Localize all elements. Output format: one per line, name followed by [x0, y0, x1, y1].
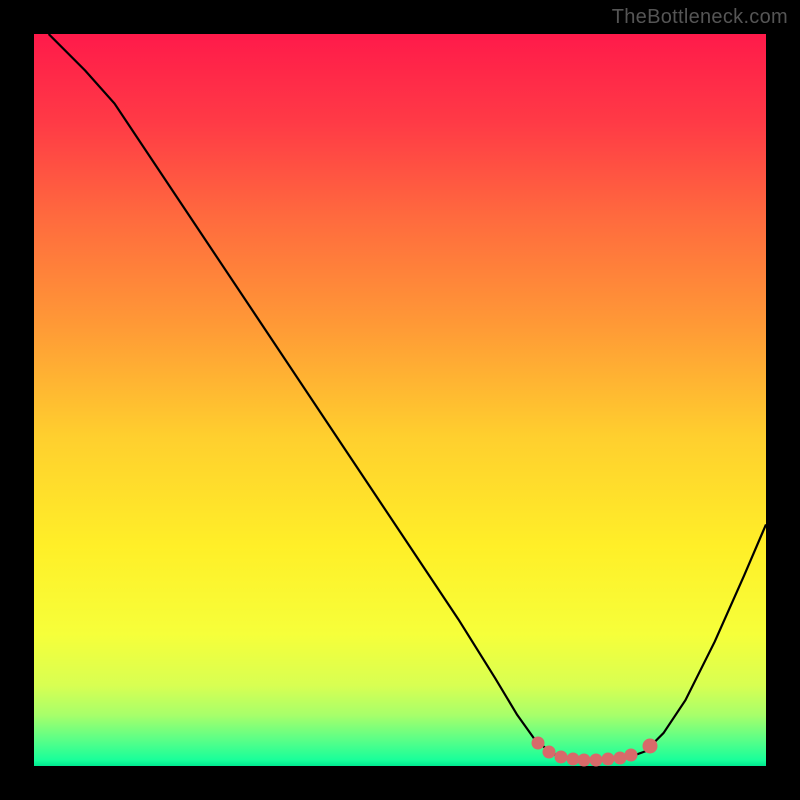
- plot-area: [34, 34, 766, 766]
- data-marker: [643, 739, 658, 754]
- chart-frame: TheBottleneck.com: [0, 0, 800, 800]
- watermark-text: TheBottleneck.com: [612, 6, 788, 29]
- marker-group: [34, 34, 766, 766]
- data-marker: [625, 749, 638, 762]
- data-marker: [531, 736, 544, 749]
